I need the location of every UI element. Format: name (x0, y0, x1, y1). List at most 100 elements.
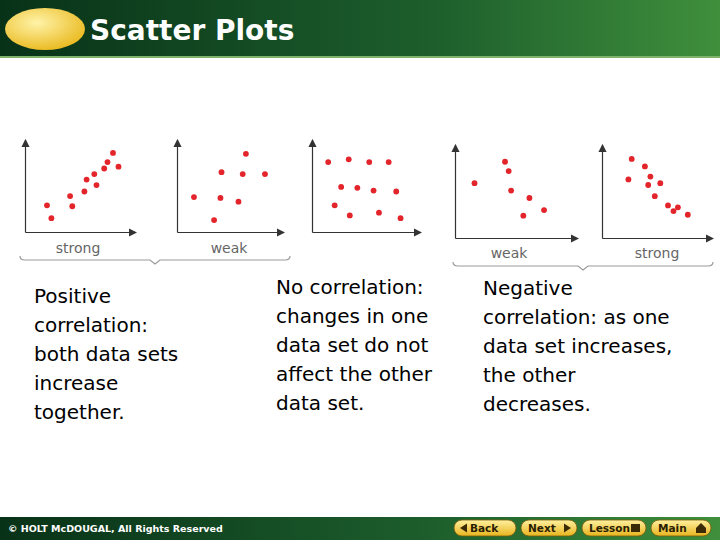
point (629, 156, 635, 162)
button-shape[interactable] (651, 520, 711, 536)
point (506, 168, 512, 174)
button-icon[interactable] (696, 523, 706, 533)
x-axis (26, 232, 136, 233)
y-axis (25, 141, 26, 233)
header-rule (0, 56, 720, 58)
button-icon[interactable] (631, 524, 640, 532)
point (675, 204, 681, 210)
point (236, 199, 242, 205)
nav-button[interactable]: Next (521, 520, 577, 536)
scatter-chart (313, 141, 421, 233)
point (243, 151, 249, 157)
nav-button[interactable]: Back (454, 520, 516, 536)
nav-button[interactable]: Lesson (582, 520, 646, 536)
y-axis (312, 141, 313, 233)
point (101, 166, 107, 172)
points (626, 156, 691, 218)
scatter-chart (603, 146, 713, 239)
point (366, 159, 372, 165)
caption-line: correlation: as one (483, 305, 670, 329)
point (520, 213, 526, 219)
point (91, 171, 97, 177)
point (652, 193, 658, 199)
caption: Positivecorrelation:both data setsincrea… (34, 284, 178, 424)
point (67, 193, 73, 199)
point (69, 203, 75, 209)
point (657, 180, 663, 186)
caption-line: both data sets (34, 342, 178, 366)
point (393, 189, 399, 195)
x-axis (178, 232, 284, 233)
point (347, 213, 353, 219)
scatter-chart (178, 141, 284, 233)
axis-line (177, 141, 178, 233)
caption-line: Positive (34, 284, 111, 308)
caption-line: data set increases, (483, 334, 672, 358)
point (218, 195, 224, 201)
point (541, 207, 547, 213)
caption-line: the other (483, 363, 576, 387)
point (116, 164, 122, 170)
point (44, 202, 50, 208)
point (502, 159, 508, 165)
axis-line (456, 238, 578, 239)
point (191, 194, 197, 200)
y-axis (455, 146, 456, 239)
point (386, 159, 392, 165)
header: Scatter Plots (0, 0, 720, 58)
button-icon[interactable] (564, 524, 571, 533)
axis-line (25, 141, 26, 233)
caption: Negative correlation: as one data set incr… (483, 276, 672, 416)
point (211, 217, 217, 223)
points (472, 159, 547, 219)
point (219, 169, 225, 175)
point (648, 174, 654, 180)
caption-line: increase (34, 371, 118, 395)
caption-line: together. (34, 400, 125, 424)
axis-line (455, 146, 456, 239)
bracket (453, 262, 713, 270)
scatter-chart (456, 146, 578, 239)
button-shape[interactable] (582, 520, 646, 536)
x-label: strong (635, 245, 680, 261)
caption-line: Negative (483, 276, 573, 300)
point (371, 188, 377, 194)
point (346, 156, 352, 162)
button-label[interactable]: Next (528, 522, 556, 534)
point (626, 177, 632, 183)
point (354, 185, 360, 191)
slide: Scatter PlotsstrongweakweakstrongPositiv… (0, 0, 720, 540)
button-label[interactable]: Lesson (589, 522, 630, 534)
point (105, 159, 111, 165)
point (82, 189, 88, 195)
bracket (20, 256, 290, 264)
caption-line: decreases. (483, 392, 591, 416)
point (110, 150, 116, 156)
copyright: © HOLT McDOUGAL, All Rights Reserved (8, 523, 223, 534)
point (685, 212, 691, 218)
point (332, 202, 338, 208)
axis-line (602, 146, 603, 239)
y-axis (177, 141, 178, 233)
caption-line: changes in one (276, 304, 428, 328)
button-shape[interactable] (521, 520, 577, 536)
caption: No correlation:changes in onedata set do… (276, 275, 433, 415)
button-icon[interactable] (460, 524, 467, 533)
nav-button[interactable]: Main (651, 520, 711, 536)
point (645, 182, 651, 188)
caption-line: data set do not (276, 333, 429, 357)
point (49, 215, 55, 221)
point (84, 177, 90, 183)
footer: © HOLT McDOUGAL, All Rights Reserved Back… (0, 517, 720, 540)
button-label[interactable]: Back (470, 522, 499, 534)
axis-line (178, 232, 284, 233)
point (665, 203, 671, 209)
header-oval (5, 8, 85, 50)
x-label: weak (491, 245, 529, 261)
points (191, 151, 268, 223)
x-label: strong (56, 240, 101, 256)
button-shape[interactable] (454, 520, 516, 536)
button-label[interactable]: Main (658, 522, 687, 534)
y-axis (602, 146, 603, 239)
point (527, 195, 533, 201)
